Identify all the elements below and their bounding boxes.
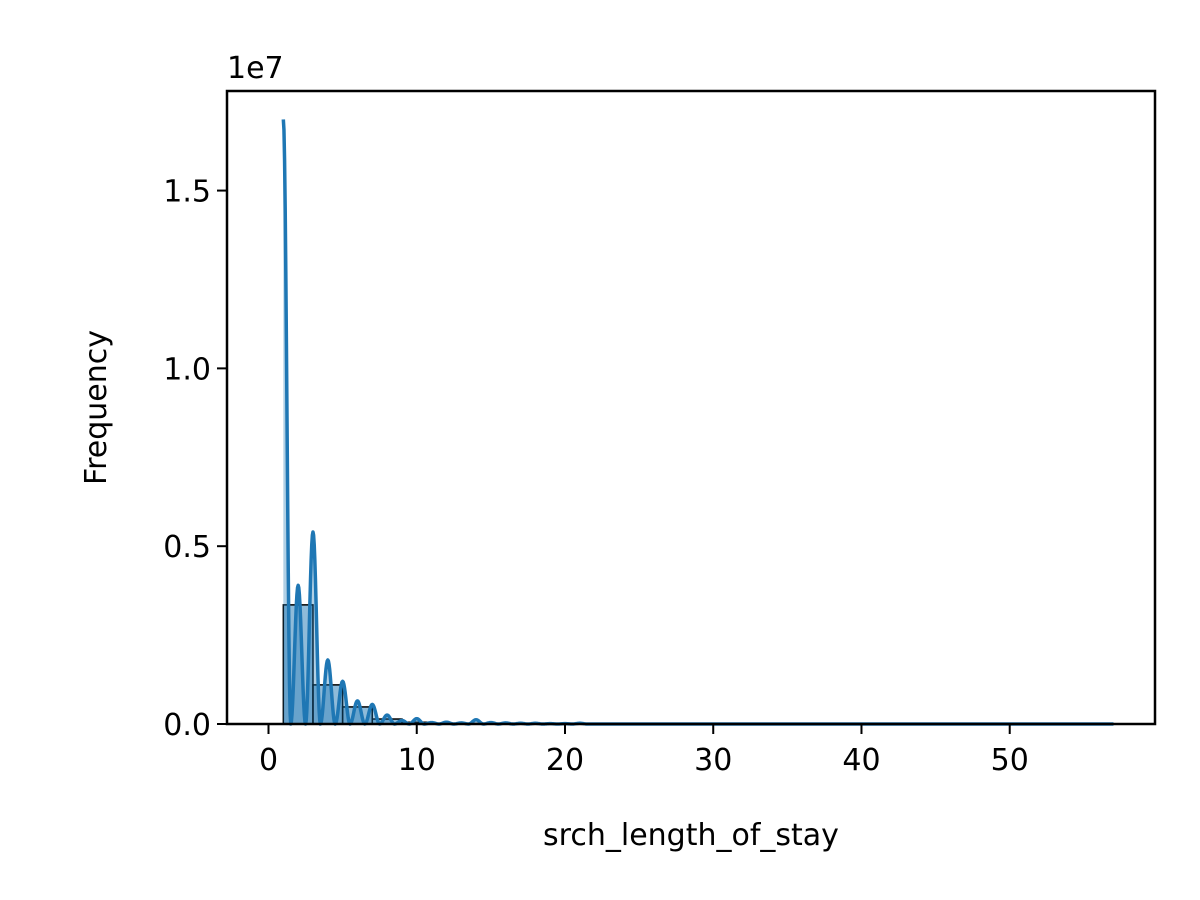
x-axis-label: srch_length_of_stay (543, 818, 839, 853)
x-tick-label: 50 (991, 743, 1029, 778)
y-tick-label: 0.5 (163, 530, 211, 565)
plot-frame (225, 89, 1157, 726)
y-tick-label: 0.0 (163, 708, 211, 743)
x-tick-label: 0 (259, 743, 278, 778)
x-tick-label: 20 (546, 743, 584, 778)
x-tick-label: 40 (842, 743, 880, 778)
y-tick-label: 1.0 (163, 352, 211, 387)
x-tick-label: 30 (694, 743, 732, 778)
y-tick-label: 1.5 (163, 175, 211, 210)
x-axis: 0 10 20 30 40 50 (259, 724, 1029, 778)
x-tick-label: 10 (398, 743, 436, 778)
y-axis-label: Frequency (79, 330, 114, 485)
y-axis: 0.0 0.5 1.0 1.5 (163, 175, 227, 743)
y-axis-offset-text: 1e7 (227, 51, 284, 86)
